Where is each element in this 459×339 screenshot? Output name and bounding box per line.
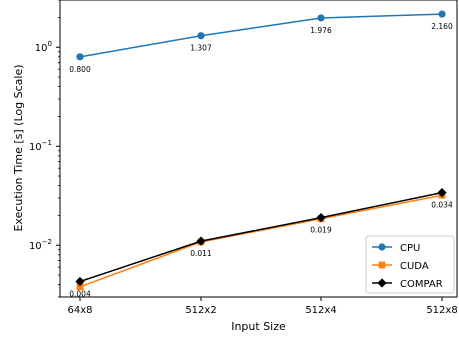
series-line-cuda <box>79 194 443 288</box>
data-point-cpu <box>197 32 205 40</box>
series-line-compar <box>79 191 443 283</box>
y-tick-label: 100 <box>35 40 52 54</box>
x-tick-label: 512x4 <box>305 305 336 316</box>
plot-area: 0.800 1.307 1.976 2.160 0.004 0.011 0.019 0.034 <box>69 10 453 299</box>
data-point-compar <box>437 188 447 198</box>
data-point-cpu <box>317 14 325 22</box>
legend-label: COMPAR <box>400 279 443 290</box>
data-label: 0.034 <box>431 201 453 210</box>
x-axis-label: Input Size <box>231 320 286 333</box>
y-tick-label: 10−1 <box>29 139 52 153</box>
data-point-cuda <box>76 283 84 291</box>
data-point-compar <box>316 213 326 223</box>
legend-box <box>365 235 455 294</box>
x-tick-label: 64x8 <box>67 305 92 316</box>
legend-marker-cpu <box>378 243 386 251</box>
data-point-cpu <box>438 10 446 18</box>
data-label: 0.800 <box>69 65 91 74</box>
data-label: 1.307 <box>190 44 212 53</box>
data-point-compar <box>75 276 85 287</box>
x-tick-label: 512x2 <box>185 305 216 316</box>
x-tick-label: 512x8 <box>426 305 457 316</box>
axes: 64x8 512x2 512x4 512x8 10−2 10−1 100 <box>29 0 458 316</box>
y-tick-label: 10−2 <box>29 238 52 252</box>
legend-marker-compar <box>377 278 387 288</box>
data-label: 0.019 <box>310 226 332 235</box>
y-axis-label: Execution Time [s] (Log Scale) <box>12 64 25 231</box>
legend-label: CUDA <box>400 261 429 272</box>
plot-frame <box>59 0 458 298</box>
data-label: 1.976 <box>310 26 332 35</box>
legend-marker-cuda <box>378 261 386 269</box>
data-point-compar <box>196 236 206 246</box>
data-label: 0.004 <box>69 290 91 299</box>
data-point-cpu <box>76 53 84 61</box>
legend: CPU CUDA COMPAR <box>365 235 455 294</box>
data-label: 2.160 <box>431 22 453 31</box>
legend-label: CPU <box>400 243 420 254</box>
data-label: 0.011 <box>190 249 212 258</box>
series-line-cpu <box>79 13 443 58</box>
